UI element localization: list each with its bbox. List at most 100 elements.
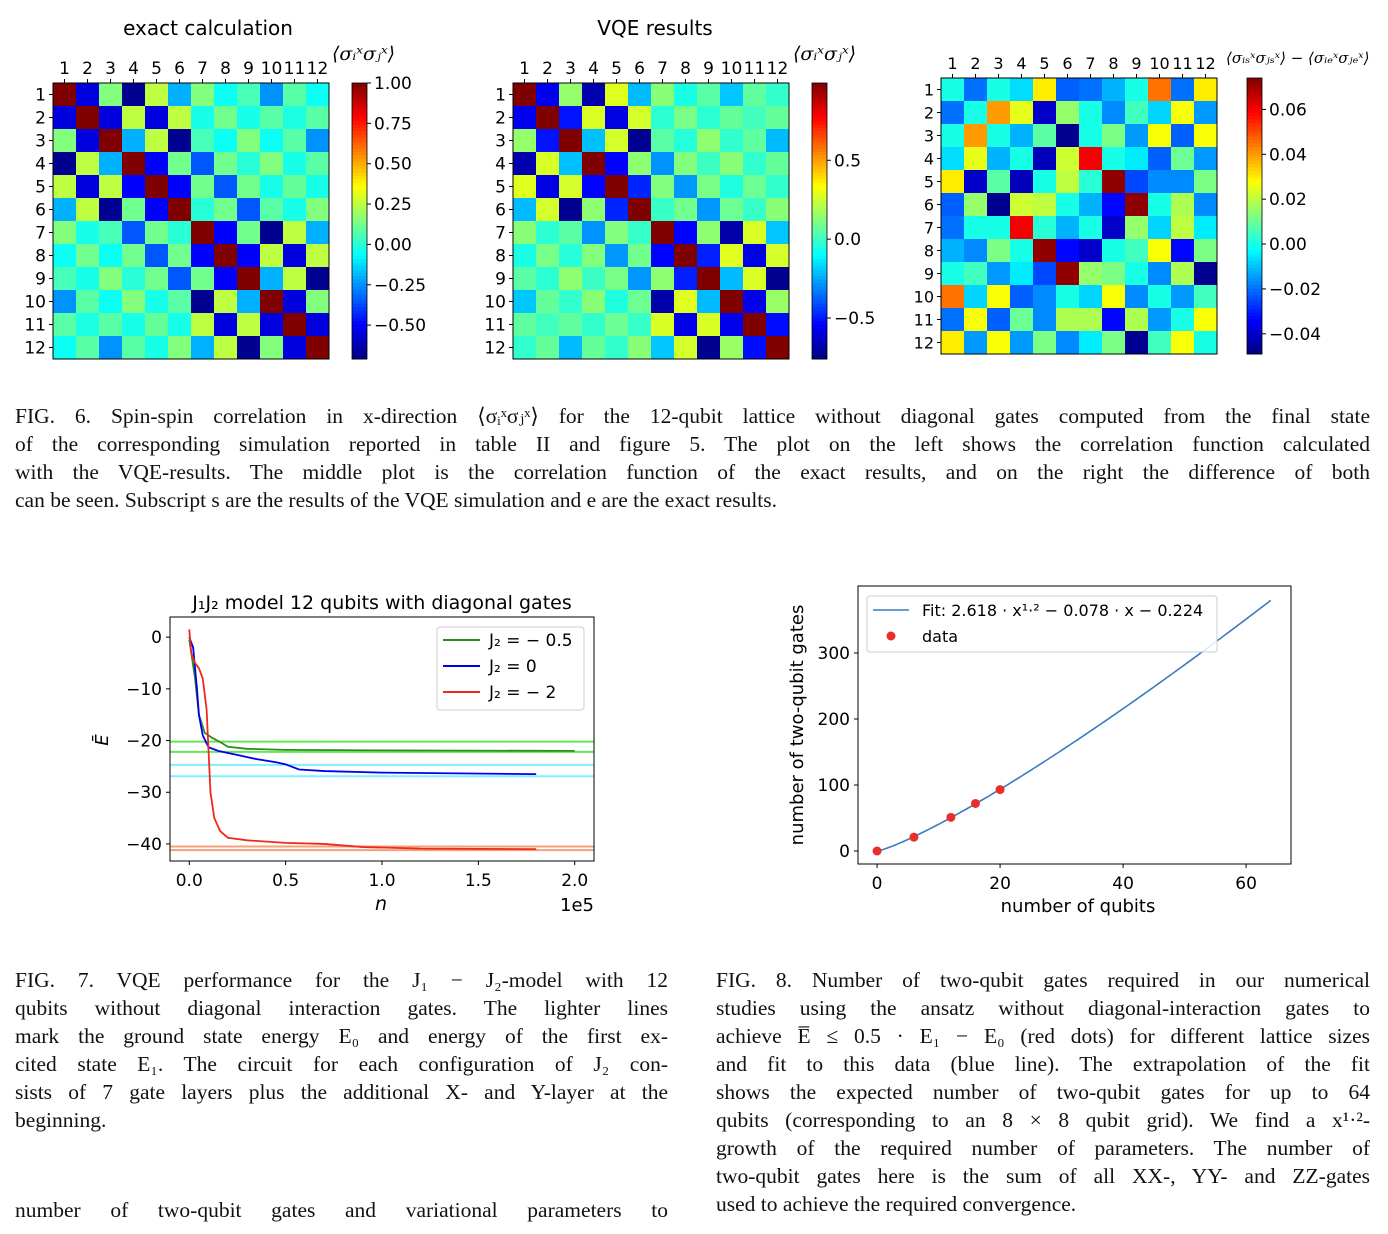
column-label: 10 [1149,54,1169,73]
colorbar-tick-label: 0.06 [1269,100,1307,120]
heatmap-cell [191,221,215,245]
heatmap-cell [237,83,261,107]
heatmap-cell [720,313,744,337]
heatmap-cell [1125,331,1149,355]
plot-frame [857,585,1292,865]
heatmap-cell [941,147,965,171]
heatmap-cell [720,267,744,291]
heatmap-cell [559,198,583,222]
heatmap-cell [145,244,169,268]
x-tick-label: 1.0 [368,871,395,891]
heatmap-cell [605,244,629,268]
heatmap-cell [605,313,629,337]
figure7-caption: FIG. 7. VQE performance for the J₁ − J₂-… [15,966,668,1134]
heatmap-cell [582,129,606,153]
heatmap-cell [766,267,790,291]
heatmap-cell [651,290,675,314]
heatmap-cell [260,244,284,268]
column-label: 6 [174,59,185,79]
heatmap-cell [99,175,123,199]
data-point [970,798,980,808]
row-label: 8 [924,242,934,261]
x-tick-label: 1.5 [465,871,492,891]
colorbar-segment [1247,105,1262,110]
column-label: 5 [1039,54,1049,73]
colorbar-segment [1247,126,1262,131]
y-tick-label: 0 [151,628,162,648]
heatmap-cell [53,267,77,291]
heatmap-cell [191,129,215,153]
colorbar-segment [1247,278,1262,283]
colorbar-segment [1247,147,1262,151]
heatmap-cell [283,198,307,222]
colorbar-segment [1247,333,1262,338]
heatmap-cell [1079,308,1103,332]
heatmap-cell [651,152,675,176]
heatmap-cell [1033,101,1057,125]
heatmap-cell [743,244,767,268]
data-point [872,846,882,856]
row-label: 7 [495,224,506,244]
colorbar-segment [812,341,827,346]
colorbar-segment [352,341,367,346]
heatmap-cell [1148,331,1172,355]
heatmap-cell [628,129,652,153]
colorbar-segment [352,352,367,357]
heatmap-cell [260,221,284,245]
heatmap-cell [582,336,606,360]
colorbar-segment [352,193,367,198]
heatmap-cell [674,129,698,153]
heatmap-cell [513,175,537,199]
heatmap-cell [1033,124,1057,148]
colorbar-segment [352,238,367,243]
colorbar-segment [812,169,827,174]
colorbar-segment [812,117,827,122]
heatmap-cell [99,152,123,176]
column-label: 9 [243,59,254,79]
heatmap-cell [168,129,192,153]
legend-label-j2-neg0.5: J₂ = − 0.5 [488,631,573,651]
heatmap-cell [720,221,744,245]
heatmap-cell [987,308,1011,332]
row-label: 4 [924,150,934,169]
colorbar-segment [812,189,827,194]
heatmap-cell [536,221,560,245]
column-label: 1 [519,59,530,79]
heatmap-cell [536,336,560,360]
heatmap-cell [214,336,238,360]
heatmap-cell [168,313,192,337]
column-label: 12 [767,59,789,79]
data-point [946,812,956,822]
colorbar-segment [812,131,827,136]
heatmap-cell [1125,239,1149,263]
colorbar-segment [812,303,827,308]
heatmap-cell [674,336,698,360]
heatmap-cell [697,221,721,245]
colorbar-segment [1247,88,1262,93]
caption-line: studies using the ansatz without diagona… [716,996,1370,1020]
colorbar-segment [352,286,367,291]
colorbar-segment [812,290,827,294]
heatmap-cell [987,285,1011,309]
colorbar-frame [811,82,828,360]
heatmap-cell [237,106,261,130]
heatmap-cell [283,336,307,360]
heatmap-cell [1194,308,1218,332]
colorbar-segment [1247,84,1262,89]
colorbar-segment [352,296,367,301]
heatmap-cell [1171,193,1195,217]
colorbar-segment [352,334,367,339]
heatmap-cell [513,152,537,176]
colorbar-segment [352,203,367,208]
heatmap-cell [1102,147,1126,171]
heatmap-cell [605,175,629,199]
colorbar-segment [1247,95,1262,100]
fig7-title: J₁J₂ model 12 qubits with diagonal gates [191,592,572,614]
heatmap-cell [53,244,77,268]
heatmap-cell [1010,124,1034,148]
heatmap-cell [53,313,77,337]
heatmap-cell [941,193,965,217]
colorbar-segment [812,355,827,360]
heatmap-cell [214,152,238,176]
